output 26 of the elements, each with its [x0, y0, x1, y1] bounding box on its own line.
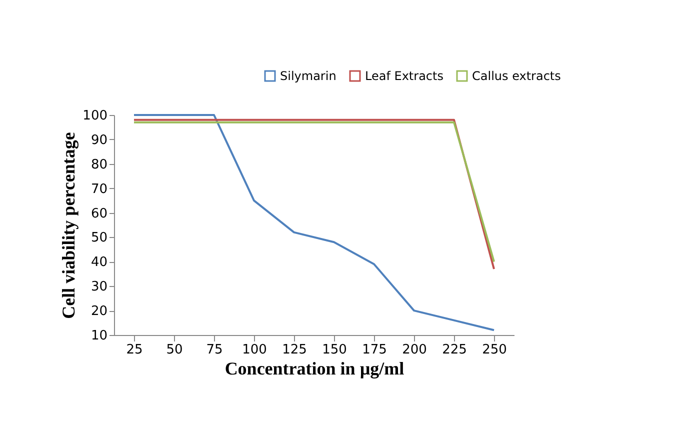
y-tick-label: 20	[90, 304, 108, 320]
x-tick-label: 100	[242, 342, 267, 358]
y-tick-label: 100	[82, 108, 108, 124]
y-tick-label: 90	[90, 132, 108, 148]
x-tick-label: 175	[362, 342, 387, 358]
x-axis-title: Concentration in µg/ml	[224, 358, 404, 378]
y-tick-label: 40	[90, 255, 108, 270]
y-tick-label: 60	[90, 206, 108, 222]
x-tick-label: 50	[166, 342, 183, 358]
x-tick-label: 150	[322, 342, 347, 358]
line-series	[133, 114, 495, 332]
x-tick-label: 250	[482, 342, 507, 358]
x-tick-label: 25	[126, 342, 143, 358]
legend-label: Leaf Extracts	[365, 69, 444, 83]
legend-label: Silymarin	[280, 69, 336, 83]
x-tick-label: 200	[402, 342, 427, 358]
y-tick-label: 10	[90, 328, 108, 344]
x-tick-label: 225	[442, 342, 467, 358]
legend-label: Callus extracts	[472, 69, 561, 83]
y-tick-label: 30	[90, 280, 108, 295]
y-axis-title: Cell viability percentage	[58, 132, 79, 319]
y-tick-label: 80	[90, 157, 108, 172]
x-tick-label: 125	[282, 342, 307, 358]
y-tick-label: 50	[90, 230, 108, 246]
y-tick-label: 70	[90, 182, 108, 197]
x-tick-label: 75	[206, 342, 223, 358]
